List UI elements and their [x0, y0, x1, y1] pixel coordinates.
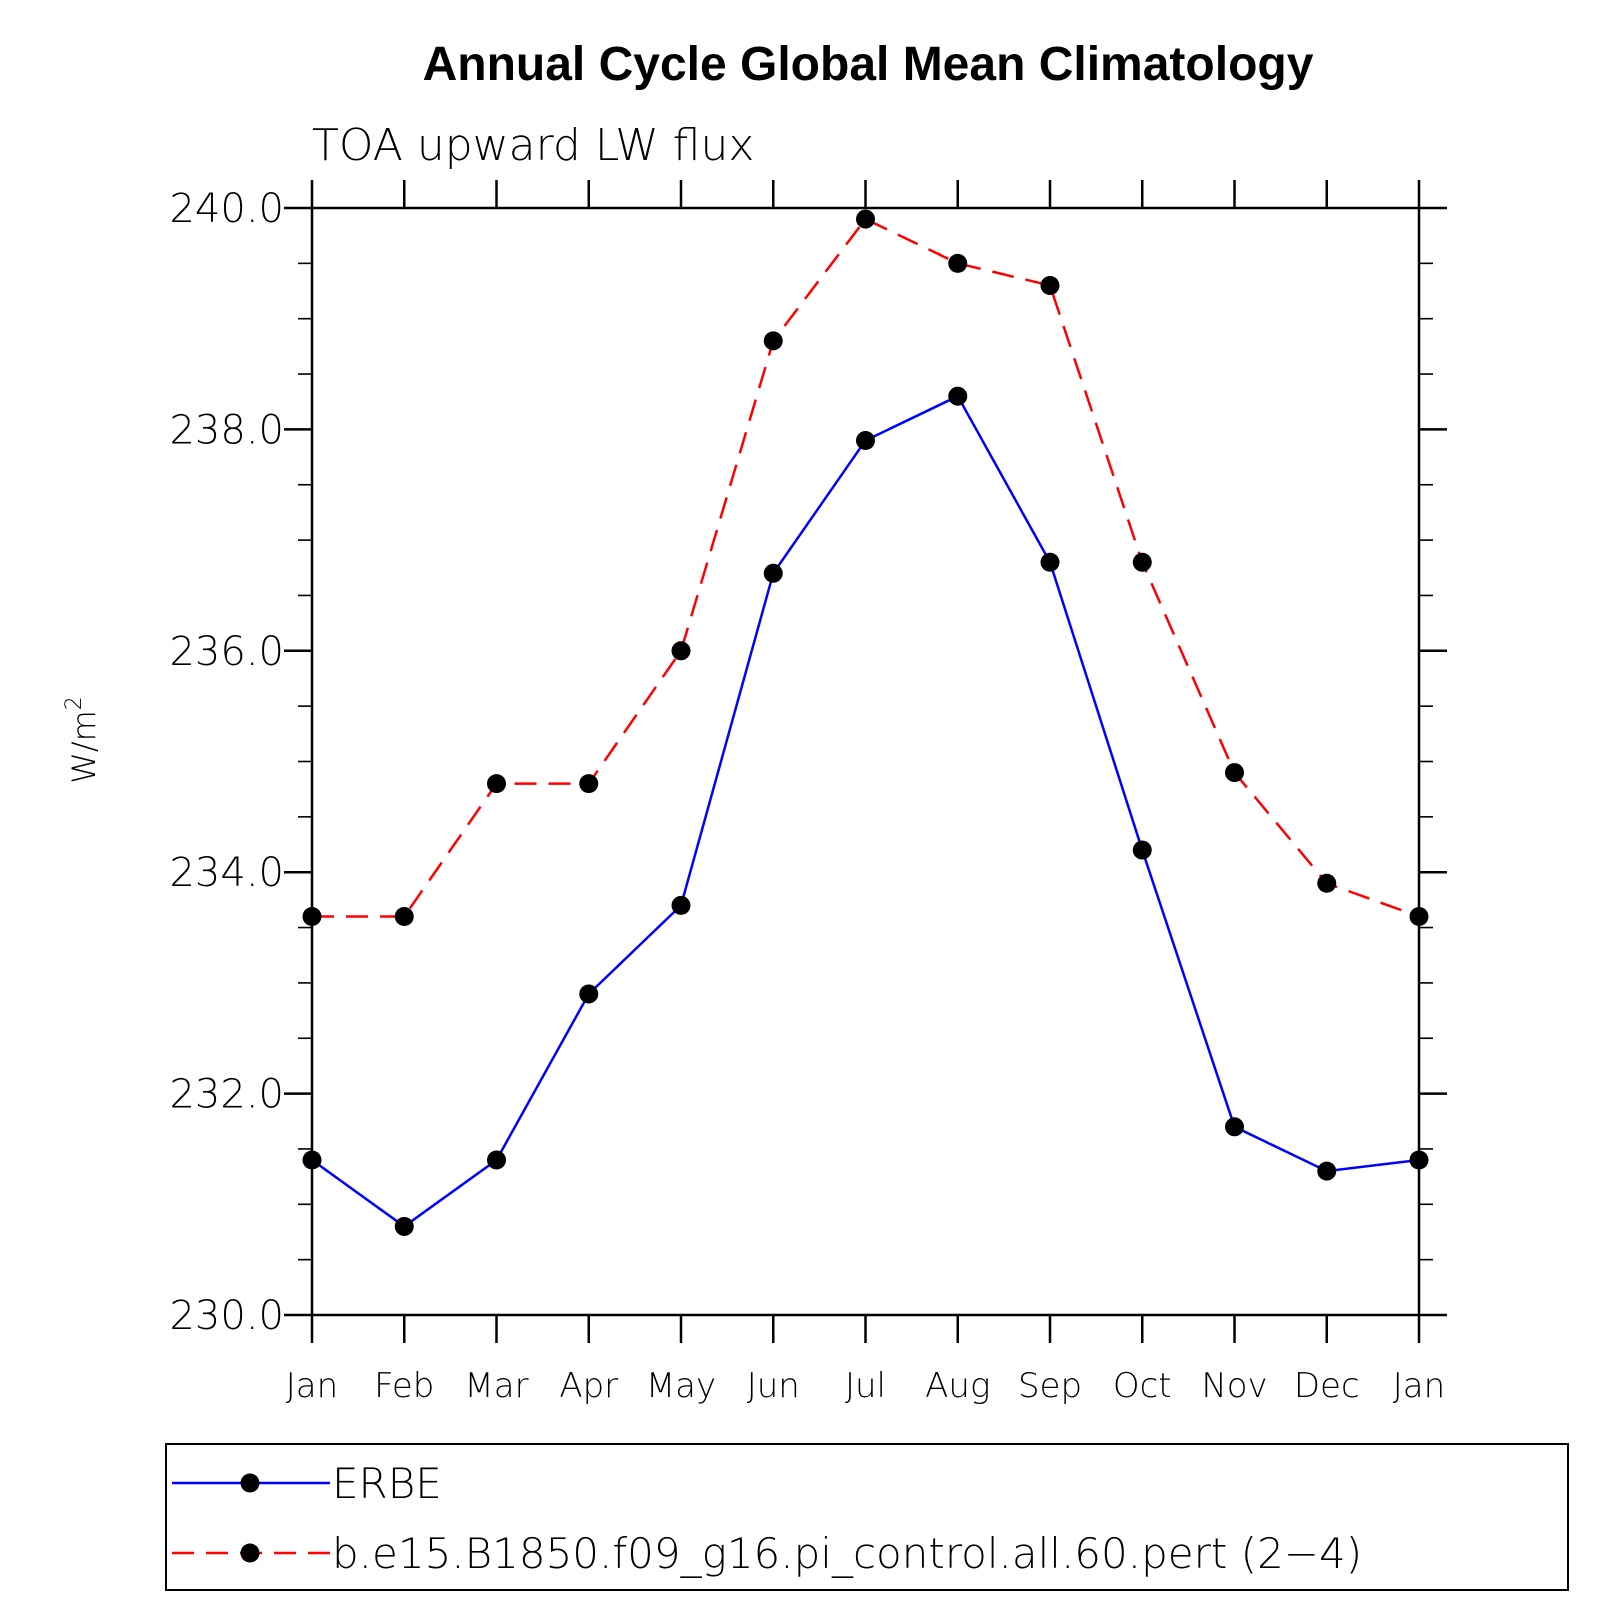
- data-point: [1317, 873, 1337, 893]
- series-layer: [302, 209, 1429, 1236]
- y-tick-label: 238.0: [169, 407, 284, 453]
- data-point: [487, 774, 506, 794]
- y-tick-label: 236.0: [169, 629, 284, 675]
- y-tick-label: 240.0: [169, 186, 284, 232]
- data-point: [394, 1216, 414, 1236]
- legend-box: [165, 1443, 1569, 1591]
- x-tick-label: Dec: [1294, 1366, 1360, 1406]
- x-tick-label: Apr: [559, 1366, 618, 1406]
- y-tick-label: 234.0: [169, 850, 284, 896]
- series-line-1: [312, 217, 1420, 918]
- data-point: [1409, 1150, 1429, 1170]
- x-tick-label: Jan: [1393, 1366, 1445, 1406]
- y-tick-label: 232.0: [169, 1072, 284, 1118]
- x-tick-label: Aug: [925, 1366, 990, 1406]
- data-point: [302, 906, 322, 926]
- data-point: [1225, 1117, 1244, 1137]
- data-point: [948, 253, 968, 273]
- data-point: [1132, 840, 1152, 860]
- data-point: [1040, 275, 1060, 295]
- y-axis-label: W/m2: [62, 696, 103, 784]
- svg-text:W/m2: W/m2: [62, 696, 103, 784]
- legend: ERBE b.e15.B1850.f09_g16.pi_control.all.6…: [172, 1459, 1362, 1578]
- data-point: [1409, 906, 1429, 926]
- data-point: [763, 563, 783, 583]
- x-tick-label: Jun: [747, 1366, 800, 1406]
- chart-title: Annual Cycle Global Mean Climatology: [423, 38, 1314, 91]
- data-point: [856, 430, 875, 450]
- data-point: [763, 331, 783, 351]
- legend-marker: [240, 1543, 260, 1563]
- legend-label-0: ERBE: [332, 1459, 442, 1508]
- data-point: [1317, 1161, 1337, 1181]
- data-point: [1225, 763, 1244, 783]
- x-tick-label: Mar: [464, 1366, 528, 1406]
- x-tick-label: Feb: [374, 1366, 434, 1406]
- x-tick-label: May: [646, 1366, 716, 1406]
- data-point: [671, 895, 691, 915]
- plot-frame: [310, 206, 1421, 1317]
- legend-label-1: b.e15.B1850.f09_g16.pi_control.all.60.pe…: [332, 1529, 1362, 1578]
- data-point: [487, 1150, 506, 1170]
- data-point: [579, 774, 599, 794]
- data-point: [1040, 552, 1060, 572]
- axes: 230.0 232.0 234.0 236.0 238.0 240.0 Jan Feb Mar A…: [169, 180, 1447, 1406]
- data-point: [302, 1150, 322, 1170]
- chart-subtitle: TOA upward LW flux: [312, 120, 754, 171]
- data-point: [671, 641, 691, 661]
- y-tick-label: 230.0: [169, 1293, 284, 1339]
- legend-marker: [240, 1473, 260, 1493]
- x-tick-label: Jul: [845, 1366, 886, 1406]
- data-point: [1132, 552, 1152, 572]
- data-point: [394, 906, 414, 926]
- x-tick-label: Jan: [286, 1366, 338, 1406]
- data-point: [948, 386, 968, 406]
- data-point: [856, 209, 875, 229]
- x-tick-label: Oct: [1113, 1366, 1172, 1406]
- y-axis-label-text: W/m: [65, 710, 103, 784]
- data-point: [579, 984, 599, 1004]
- x-tick-label: Sep: [1018, 1366, 1082, 1406]
- x-tick-label: Nov: [1201, 1366, 1267, 1406]
- y-axis-label-superscript: 2: [62, 696, 87, 710]
